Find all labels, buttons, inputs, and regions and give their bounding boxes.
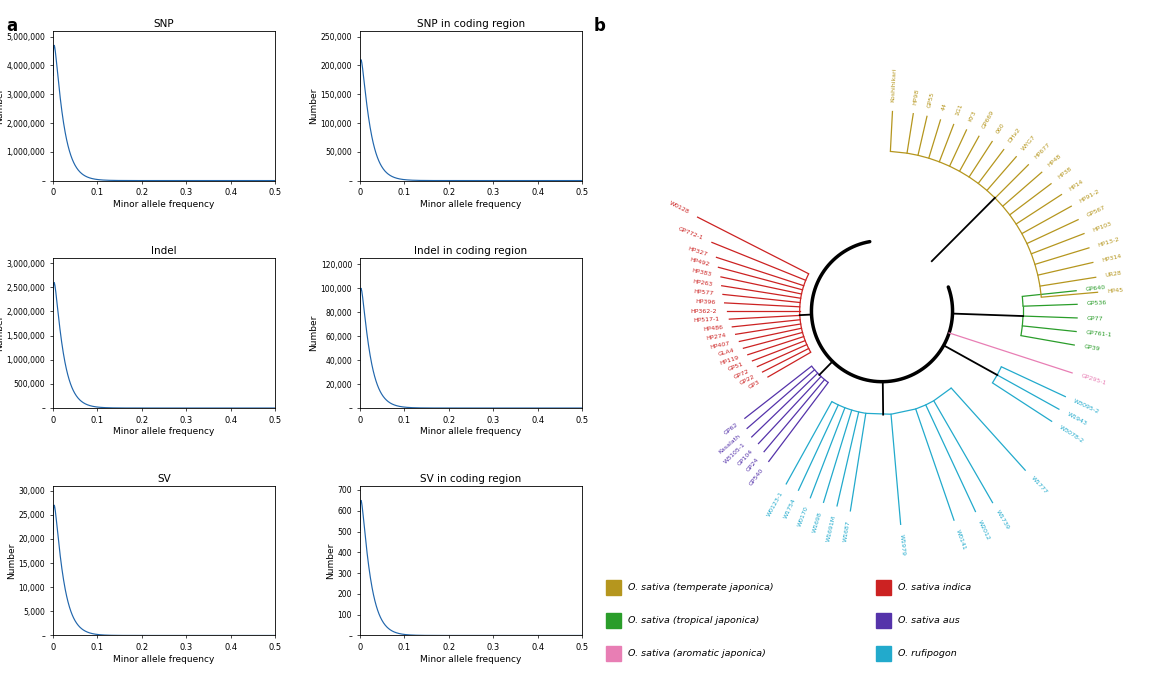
Text: HP327: HP327 — [688, 246, 708, 257]
Text: W0141: W0141 — [955, 528, 967, 550]
Text: W0123-1: W0123-1 — [766, 491, 784, 518]
Text: O. sativa indica: O. sativa indica — [898, 583, 971, 592]
Text: GP72: GP72 — [733, 368, 750, 379]
Text: HP263: HP263 — [691, 279, 713, 286]
Text: W0170: W0170 — [797, 506, 809, 528]
Text: b: b — [594, 17, 606, 35]
Text: W2012: W2012 — [977, 519, 991, 541]
Text: Kasalath: Kasalath — [717, 433, 742, 454]
Text: W3105-1: W3105-1 — [723, 442, 747, 464]
Text: GP55: GP55 — [927, 91, 935, 108]
Y-axis label: Number: Number — [326, 543, 335, 579]
Text: GP62: GP62 — [723, 422, 739, 436]
Y-axis label: Number: Number — [7, 543, 15, 579]
Text: UR28: UR28 — [1104, 271, 1122, 278]
Text: 1G1: 1G1 — [955, 103, 964, 117]
Text: GP540: GP540 — [749, 467, 766, 486]
Text: O. sativa (temperate japonica): O. sativa (temperate japonica) — [628, 583, 774, 592]
Text: GP24: GP24 — [746, 458, 760, 473]
Text: W1691M: W1691M — [827, 515, 837, 542]
Text: W1754: W1754 — [783, 497, 797, 519]
X-axis label: Minor allele frequency: Minor allele frequency — [113, 200, 215, 209]
Text: GP536: GP536 — [1087, 301, 1107, 306]
Text: HP45: HP45 — [1107, 288, 1123, 294]
Text: GLA4: GLA4 — [717, 348, 735, 357]
X-axis label: Minor allele frequency: Minor allele frequency — [420, 427, 522, 436]
Text: W0128: W0128 — [669, 201, 690, 215]
Text: O. rufipogon: O. rufipogon — [898, 649, 957, 658]
X-axis label: Minor allele frequency: Minor allele frequency — [420, 200, 522, 209]
Text: GP22: GP22 — [739, 374, 755, 386]
Text: HP98: HP98 — [913, 88, 920, 105]
Text: W1739: W1739 — [995, 510, 1010, 531]
Text: 44: 44 — [941, 102, 948, 112]
Text: HP396: HP396 — [695, 299, 715, 305]
Text: KY3: KY3 — [968, 110, 977, 122]
Text: WYG7: WYG7 — [1021, 134, 1037, 151]
Text: GP567: GP567 — [1085, 205, 1107, 218]
Text: a: a — [6, 17, 16, 35]
Text: HP314: HP314 — [1102, 254, 1122, 262]
Text: GP77: GP77 — [1087, 316, 1103, 322]
Text: DHx2: DHx2 — [1008, 126, 1022, 144]
Text: HP577: HP577 — [693, 289, 714, 296]
Text: HP517-1: HP517-1 — [694, 317, 720, 324]
Text: Koshihikari: Koshihikari — [890, 67, 897, 102]
Text: GP51: GP51 — [728, 362, 744, 372]
Text: HP407: HP407 — [710, 341, 730, 350]
Y-axis label: Number: Number — [0, 87, 4, 124]
Text: W3078-2: W3078-2 — [1058, 425, 1084, 444]
X-axis label: Minor allele frequency: Minor allele frequency — [420, 655, 522, 664]
Text: HP119: HP119 — [719, 355, 740, 366]
Text: W3095-2: W3095-2 — [1073, 398, 1101, 415]
Text: W1979: W1979 — [898, 534, 906, 556]
Y-axis label: Number: Number — [309, 87, 318, 124]
Text: HP486: HP486 — [703, 326, 723, 333]
Title: SNP: SNP — [154, 19, 174, 29]
Y-axis label: Number: Number — [0, 315, 4, 351]
Text: O. sativa (tropical japonica): O. sativa (tropical japonica) — [628, 616, 760, 625]
Text: GP761-1: GP761-1 — [1085, 330, 1112, 338]
Text: HP362-2: HP362-2 — [690, 308, 717, 314]
Text: HP91-2: HP91-2 — [1078, 188, 1101, 204]
Y-axis label: Number: Number — [309, 315, 318, 351]
Text: GP295-1: GP295-1 — [1081, 374, 1107, 386]
Text: GP772-1: GP772-1 — [677, 227, 704, 241]
Text: HP14: HP14 — [1068, 179, 1084, 192]
X-axis label: Minor allele frequency: Minor allele frequency — [113, 427, 215, 436]
Text: W1687: W1687 — [843, 520, 851, 542]
Text: W1698: W1698 — [813, 510, 823, 533]
Text: HP492: HP492 — [689, 257, 710, 267]
Text: HP38: HP38 — [1057, 166, 1073, 180]
Text: HP383: HP383 — [691, 269, 713, 278]
Text: HP677: HP677 — [1034, 142, 1051, 160]
Text: GP104: GP104 — [736, 449, 754, 467]
Title: SNP in coding region: SNP in coding region — [416, 19, 524, 29]
Text: GP640: GP640 — [1085, 285, 1105, 292]
Text: GP669: GP669 — [981, 109, 996, 129]
Text: GP39: GP39 — [1083, 344, 1101, 352]
X-axis label: Minor allele frequency: Minor allele frequency — [113, 655, 215, 664]
Text: W1777: W1777 — [1030, 475, 1048, 495]
Title: SV: SV — [158, 473, 171, 484]
Title: Indel: Indel — [152, 246, 176, 256]
Text: GP3: GP3 — [748, 379, 761, 390]
Text: HP48: HP48 — [1047, 153, 1063, 168]
Text: 060: 060 — [995, 122, 1005, 135]
Title: Indel in coding region: Indel in coding region — [414, 246, 528, 256]
Title: SV in coding region: SV in coding region — [420, 473, 522, 484]
Text: O. sativa aus: O. sativa aus — [898, 616, 961, 625]
Text: HP274: HP274 — [706, 333, 727, 341]
Text: O. sativa (aromatic japonica): O. sativa (aromatic japonica) — [628, 649, 766, 658]
Text: HP13-2: HP13-2 — [1097, 236, 1121, 247]
Text: HP103: HP103 — [1091, 221, 1112, 232]
Text: W1943: W1943 — [1065, 412, 1088, 427]
